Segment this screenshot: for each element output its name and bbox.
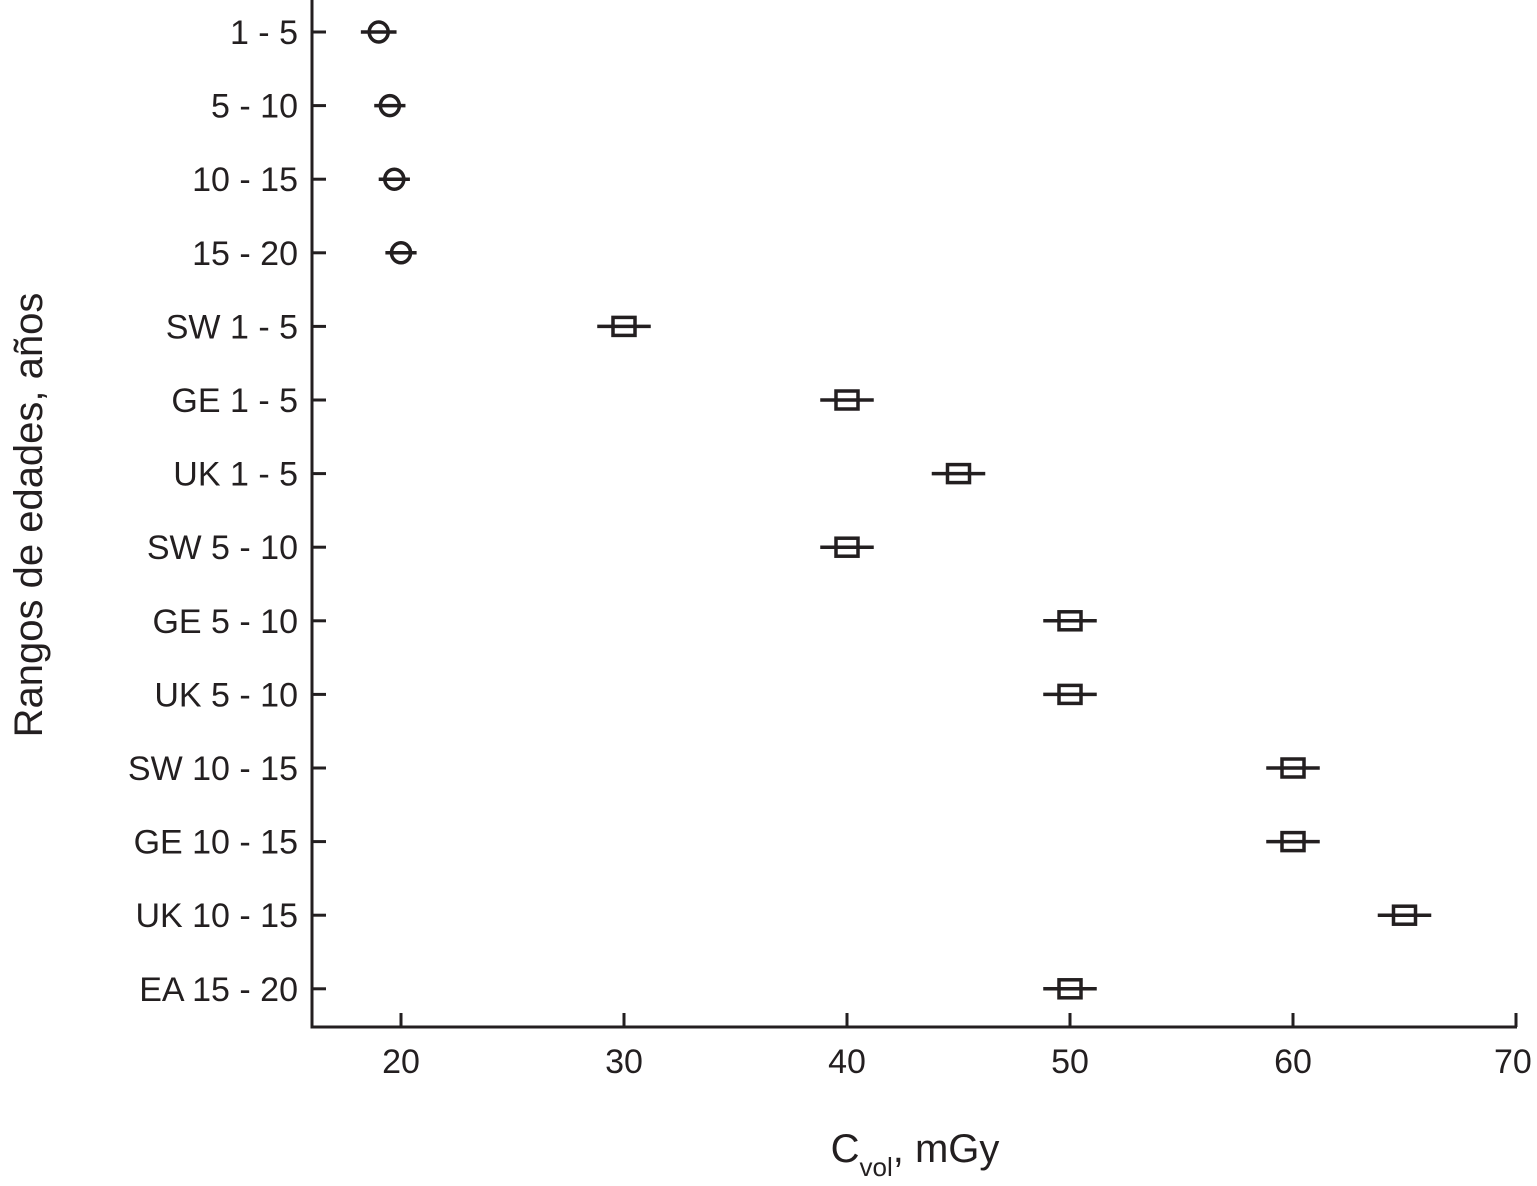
y-tick-label: 5 - 10 [211, 88, 298, 126]
y-tick-label: GE 1 - 5 [171, 382, 298, 420]
x-axis-title-main: C [831, 1127, 860, 1171]
square-marker [834, 389, 860, 411]
circle-marker [367, 20, 390, 44]
y-tick-label: EA 15 - 20 [139, 971, 298, 1009]
x-tick-label: 30 [605, 1043, 643, 1081]
square-marker [1280, 757, 1306, 779]
data-point [820, 536, 874, 558]
x-axis-title: Cvol, mGy [831, 1127, 1000, 1182]
y-tick-label: GE 10 - 15 [134, 824, 298, 862]
square-marker [834, 536, 860, 558]
square-marker [1280, 830, 1306, 853]
data-point [1266, 757, 1320, 779]
data-points [360, 20, 1432, 1000]
data-point [360, 20, 397, 44]
y-tick-label: SW 10 - 15 [128, 750, 298, 788]
data-point [1043, 683, 1097, 706]
x-tick-label: 50 [1051, 1043, 1089, 1081]
x-axis-title-subscript: vol [859, 1152, 892, 1182]
data-point [385, 241, 417, 265]
square-marker [1057, 978, 1083, 1000]
y-tick-label: GE 5 - 10 [152, 603, 298, 641]
axes [310, 0, 1517, 1029]
circle-marker [378, 93, 402, 118]
square-marker [611, 315, 637, 338]
y-tick-label: UK 5 - 10 [154, 676, 298, 714]
square-marker [1391, 904, 1418, 926]
circle-marker [389, 241, 413, 265]
data-point [931, 462, 986, 485]
y-tick-label: 15 - 20 [192, 235, 298, 273]
x-axis-title-suffix: , mGy [893, 1127, 1000, 1171]
y-tick-label: UK 10 - 15 [135, 897, 298, 935]
data-point [1266, 830, 1320, 853]
circle-marker [383, 167, 406, 191]
data-point [1043, 610, 1097, 632]
data-point [1377, 904, 1432, 926]
data-point [378, 167, 410, 191]
x-tick-label: 70 [1494, 1043, 1532, 1081]
y-tick-label: 10 - 15 [192, 161, 298, 199]
data-point [597, 315, 651, 338]
data-point [820, 389, 874, 411]
data-point [374, 93, 406, 118]
y-axis-title: Rangos de edades, años [7, 293, 51, 738]
y-axis-ticks: 1 - 5 5 - 10 10 - 15 15 - 20 SW 1 - 5 GE 1 - … [128, 14, 326, 1009]
x-tick-label: 60 [1274, 1043, 1312, 1081]
x-axis-ticks: 20 30 40 50 60 70 [382, 1013, 1532, 1081]
y-tick-label: SW 1 - 5 [166, 308, 298, 346]
data-point [1043, 978, 1097, 1000]
square-marker [945, 462, 972, 485]
y-tick-label: 1 - 5 [230, 14, 298, 52]
x-tick-label: 20 [382, 1043, 420, 1081]
square-marker [1057, 683, 1083, 706]
y-tick-label: SW 5 - 10 [147, 529, 298, 567]
y-tick-label: UK 1 - 5 [173, 456, 298, 494]
x-tick-label: 40 [828, 1043, 866, 1081]
square-marker [1057, 610, 1083, 632]
